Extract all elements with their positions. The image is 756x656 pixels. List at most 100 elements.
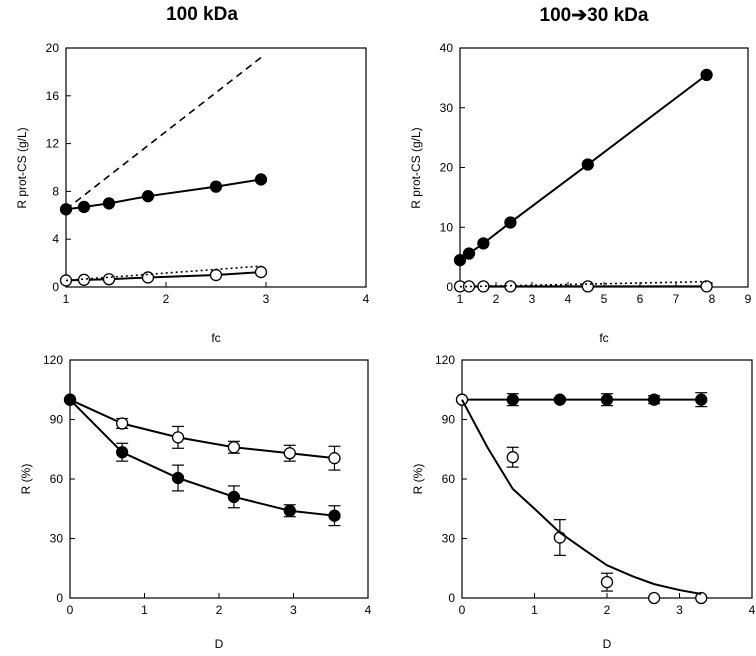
x-tick-label: 2 <box>604 603 611 617</box>
y-tick-label: 60 <box>442 472 456 486</box>
open-data-point <box>102 273 116 286</box>
series-line-dashed <box>65 56 262 210</box>
open-data-point <box>141 271 155 284</box>
y-tick-label: 30 <box>440 101 454 115</box>
plot-frame <box>69 359 369 599</box>
filled-data-point <box>477 237 490 250</box>
x-axis-label: D <box>215 637 224 651</box>
x-tick-label: 2 <box>163 292 170 306</box>
series-line-solid <box>69 398 335 460</box>
open-data-point <box>77 273 91 286</box>
x-tick-label: 0 <box>459 603 466 617</box>
filled-data-point <box>77 200 91 214</box>
y-tick-label: 60 <box>50 472 64 486</box>
y-tick-label: 10 <box>440 220 454 234</box>
series-line-solid <box>69 398 335 517</box>
filled-data-point <box>63 393 77 406</box>
x-tick-label: 7 <box>673 292 680 306</box>
y-tick-label: 20 <box>46 41 60 55</box>
y-axis-label: R prot-CS (g/L) <box>409 127 423 208</box>
x-tick-label: 6 <box>637 292 644 306</box>
y-tick-label: 20 <box>440 161 454 175</box>
filled-data-point <box>102 197 116 210</box>
filled-data-point <box>453 253 467 267</box>
x-tick-label: 3 <box>263 292 270 306</box>
x-tick-label: 4 <box>363 292 370 306</box>
plot-frame <box>459 47 749 288</box>
y-tick-label: 16 <box>46 89 60 103</box>
y-tick-label: 120 <box>43 353 63 367</box>
filled-data-point <box>283 504 296 517</box>
filled-data-point <box>209 180 223 193</box>
y-tick-label: 30 <box>442 532 456 546</box>
x-tick-label: 8 <box>709 292 716 306</box>
y-tick-label: 12 <box>46 137 60 151</box>
y-tick-label: 30 <box>50 532 64 546</box>
filled-data-point <box>553 393 567 406</box>
filled-data-point <box>581 158 594 171</box>
filled-data-point <box>700 68 713 82</box>
y-tick-label: 90 <box>442 413 456 427</box>
open-data-point <box>328 452 341 465</box>
right-column-title: 100➔30 kDa <box>539 5 649 26</box>
x-tick-label: 9 <box>745 292 752 306</box>
filled-data-point <box>600 393 614 406</box>
series-line-solid <box>65 271 262 282</box>
filled-data-point <box>504 216 517 229</box>
open-data-point <box>227 441 241 454</box>
open-data-point <box>600 575 614 589</box>
open-data-point <box>581 280 594 293</box>
x-tick-label: 4 <box>565 292 572 306</box>
filled-data-point <box>647 393 661 406</box>
y-tick-label: 120 <box>435 353 455 367</box>
filled-data-point <box>116 446 129 459</box>
series-line-solid <box>65 178 262 211</box>
y-axis-label: R (%) <box>19 464 33 495</box>
x-tick-label: 1 <box>531 603 538 617</box>
series-line-solid <box>461 399 702 596</box>
x-tick-label: 3 <box>676 603 683 617</box>
x-tick-label: 4 <box>749 603 756 617</box>
open-data-point <box>506 451 519 464</box>
series-line-dotted <box>459 280 707 288</box>
x-axis-label: D <box>603 637 612 651</box>
plot-frame <box>65 47 367 288</box>
x-tick-label: 1 <box>457 292 464 306</box>
x-tick-label: 1 <box>141 603 148 617</box>
filled-data-point <box>462 247 476 260</box>
y-tick-label: 4 <box>52 232 59 246</box>
open-data-point <box>283 447 296 460</box>
x-tick-label: 2 <box>493 292 500 306</box>
chart-bottom-left: 0 1 2 3 4 0 30 60 90 120 D R (%) <box>19 353 372 651</box>
open-data-point <box>647 591 661 605</box>
open-data-point <box>209 268 223 282</box>
x-tick-label: 1 <box>63 292 70 306</box>
x-tick-label: 3 <box>290 603 297 617</box>
y-axis-label: R (%) <box>411 464 425 495</box>
y-tick-label: 0 <box>448 591 455 605</box>
y-tick-label: 0 <box>56 591 63 605</box>
left-column-title: 100 kDa <box>166 4 238 25</box>
x-tick-label: 3 <box>529 292 536 306</box>
y-tick-label: 40 <box>440 41 454 55</box>
filled-data-point <box>695 393 708 406</box>
x-axis-label: fc <box>599 331 608 345</box>
x-tick-label: 0 <box>67 603 74 617</box>
y-tick-label: 0 <box>52 280 59 294</box>
open-data-point <box>462 280 476 293</box>
filled-data-point <box>328 509 341 522</box>
chart-top-right: 1 2 3 4 5 6 7 8 9 0 10 20 30 40 fc R prot-CS (g/L) <box>409 41 752 345</box>
y-axis-label: R prot-CS (g/L) <box>15 127 29 208</box>
filled-data-point <box>141 190 155 203</box>
chart-bottom-right: 0 1 2 3 4 0 30 60 90 120 D R (%) <box>411 353 756 651</box>
x-axis-label: fc <box>211 331 220 345</box>
y-tick-label: 90 <box>50 413 64 427</box>
y-tick-label: 0 <box>446 280 453 294</box>
x-tick-label: 2 <box>216 603 223 617</box>
open-data-point <box>695 591 708 605</box>
filled-data-point <box>227 490 241 504</box>
open-data-point <box>700 280 713 293</box>
filled-data-point <box>506 393 519 406</box>
